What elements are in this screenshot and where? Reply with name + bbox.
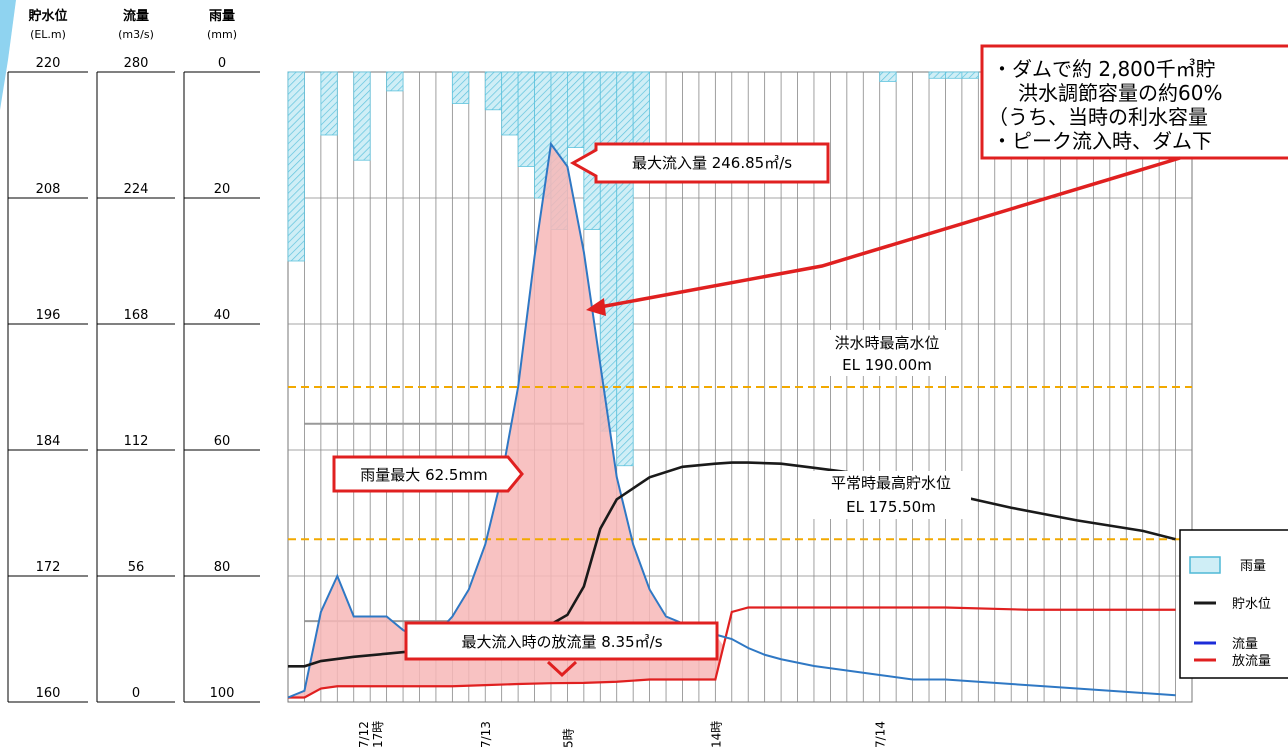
rainfall-tick-label: 100 xyxy=(210,686,235,701)
inflow-area xyxy=(288,144,724,698)
storage_level-axis-unit: (EL.m) xyxy=(30,28,66,41)
flood-level-name: 洪水時最高水位 xyxy=(834,334,939,352)
rainfall-axis-title: 雨量 xyxy=(209,9,235,24)
rain-bar xyxy=(353,71,371,161)
reference-lines xyxy=(288,386,1192,541)
outflow-line xyxy=(288,606,1176,699)
flow-tick-label: 224 xyxy=(124,182,149,197)
x-tick-group: 7/13 xyxy=(479,721,493,748)
decorative-stripe xyxy=(0,0,16,110)
x-axis-ticks: 7/12 17時 7/13 5時 14時 7/14 xyxy=(357,721,888,748)
x-tick-label: 7/12 xyxy=(357,721,371,748)
summary-line-4: ・ピーク流入時、ダム下 xyxy=(992,129,1212,153)
storage_level-tick-label: 184 xyxy=(36,434,61,449)
storage_level-axis-title: 貯水位 xyxy=(28,8,67,24)
rainfall-axis-unit: (mm) xyxy=(207,28,237,41)
summary-arrow xyxy=(586,156,1181,316)
inflow-line xyxy=(287,141,1176,699)
flood-level-value: EL 190.00m xyxy=(842,356,932,374)
legend-inflow: 流量 xyxy=(1232,637,1258,652)
legend-outflow: 放流量 xyxy=(1232,654,1271,669)
rainfall-tick-label: 0 xyxy=(218,56,226,71)
rainfall-tick-label: 80 xyxy=(214,560,231,575)
legend-rain: 雨量 xyxy=(1240,559,1266,574)
flow-tick-label: 112 xyxy=(124,434,149,449)
summary-line-3: （うち、当時の利水容量 xyxy=(988,105,1208,129)
rainfall-tick-label: 60 xyxy=(214,434,231,449)
x-tick-label: 14時 xyxy=(709,721,723,748)
x-tick-label: 7/14 xyxy=(874,721,888,748)
rain-bar xyxy=(517,71,535,167)
rain-bar xyxy=(879,71,897,82)
flow-tick-label: 280 xyxy=(124,56,149,71)
rain-bar xyxy=(501,71,519,136)
flow-tick-label: 168 xyxy=(124,308,149,323)
x-tick-group: 14時 xyxy=(709,721,723,748)
flow-tick-label: 0 xyxy=(132,686,140,701)
rain-bar xyxy=(961,71,979,79)
x-tick-label: 7/13 xyxy=(479,721,493,748)
flow-tick-label: 56 xyxy=(128,560,145,575)
flow-axis-unit: (m3/s) xyxy=(118,28,154,41)
rainfall-tick-label: 40 xyxy=(214,308,231,323)
max-rain-callout: 雨量最大 62.5mm xyxy=(332,455,524,493)
legend: 雨量 貯水位 流量 放流量 xyxy=(1179,529,1288,679)
rain-bar xyxy=(320,71,338,136)
rain-bar xyxy=(287,71,305,262)
storage_level-tick-label: 220 xyxy=(36,56,61,71)
max-rain-text: 雨量最大 62.5mm xyxy=(360,466,487,484)
normal-level-name: 平常時最高貯水位 xyxy=(831,474,951,492)
rain-bar xyxy=(567,71,585,148)
rain-bar xyxy=(945,71,963,79)
inflow-volume-fill xyxy=(288,144,724,698)
max-inflow-callout: 最大流入量 246.85㎥/s xyxy=(569,142,830,184)
storage_level-tick-label: 196 xyxy=(36,308,61,323)
rain-bar xyxy=(451,71,470,104)
storage_level-tick-label: 160 xyxy=(36,686,61,701)
x-tick-group: 7/14 xyxy=(874,721,888,748)
legend-swatch-rain xyxy=(1189,556,1221,574)
release-callout: 最大流入時の放流量 8.35㎥/s xyxy=(404,621,719,678)
rain-bar xyxy=(386,71,404,92)
flood-level-label: 洪水時最高水位 EL 190.00m xyxy=(816,330,959,376)
normal-level-label: 平常時最高貯水位 EL 175.50m xyxy=(811,471,971,519)
left-axes-panel: 貯水位 (EL.m) 220 208 196 184 172 160 流量 (m3/s) 280 22… xyxy=(7,8,260,703)
summary-line-1: ・ダムで約 2,800千㎥貯 xyxy=(992,57,1216,81)
rain-bar xyxy=(616,71,634,467)
rain-bar xyxy=(484,71,503,111)
normal-level-value: EL 175.50m xyxy=(846,498,936,516)
x-tick-label: 5時 xyxy=(561,728,575,748)
x-tick-group: 7/12 17時 xyxy=(357,721,385,748)
x-tick-label: 17時 xyxy=(371,721,385,748)
max-inflow-text: 最大流入量 246.85㎥/s xyxy=(632,154,792,172)
summary-line-2: 洪水調節容量の約60% xyxy=(1018,81,1222,105)
summary-box: ・ダムで約 2,800千㎥貯 洪水調節容量の約60% （うち、当時の利水容量 ・… xyxy=(980,44,1288,160)
rainfall-tick-label: 20 xyxy=(214,182,231,197)
storage_level-tick-label: 172 xyxy=(36,560,61,575)
storage_level-tick-label: 208 xyxy=(36,182,61,197)
flow-axis-title: 流量 xyxy=(123,8,149,24)
release-text: 最大流入時の放流量 8.35㎥/s xyxy=(461,633,662,651)
x-tick-group: 5時 xyxy=(561,728,575,748)
legend-storage: 貯水位 xyxy=(1232,597,1271,612)
rain-bar xyxy=(928,71,946,79)
